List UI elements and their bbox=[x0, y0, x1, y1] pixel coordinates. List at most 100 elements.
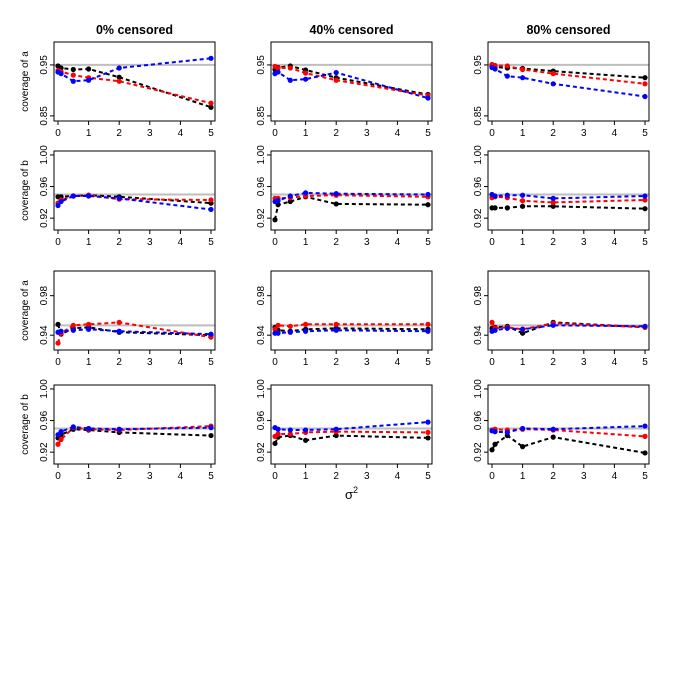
data-point bbox=[333, 191, 339, 197]
data-point bbox=[86, 321, 92, 327]
data-point bbox=[208, 55, 214, 61]
x-tick-label: 5 bbox=[642, 471, 648, 482]
data-point bbox=[520, 66, 526, 73]
y-tick-label: 0.96 bbox=[473, 410, 484, 430]
data-point bbox=[425, 419, 431, 425]
x-tick-label: 3 bbox=[364, 237, 370, 248]
data-point bbox=[303, 437, 309, 443]
data-point bbox=[70, 327, 76, 333]
panel-frame bbox=[270, 41, 433, 122]
y-tick-label: 0.92 bbox=[256, 208, 267, 228]
x-tick-label: 0 bbox=[489, 357, 495, 368]
data-point bbox=[520, 75, 526, 81]
x-tick-label: 1 bbox=[303, 128, 309, 139]
panel: 0 1 2 3 4 5 0.94 0.98 bbox=[39, 270, 216, 368]
data-point bbox=[642, 323, 648, 329]
data-point bbox=[116, 426, 122, 432]
y-tick-label: 0.95 bbox=[256, 55, 267, 75]
data-point bbox=[642, 75, 648, 81]
data-point bbox=[275, 431, 281, 437]
x-tick-label: 2 bbox=[550, 471, 556, 482]
data-point bbox=[272, 440, 278, 447]
data-point bbox=[504, 63, 510, 69]
x-tick-label: 2 bbox=[116, 471, 122, 482]
y-tick-label: 1.00 bbox=[39, 145, 50, 165]
panel-frame bbox=[53, 150, 216, 231]
x-tick-label: 4 bbox=[395, 237, 401, 248]
y-tick-label: 1.00 bbox=[39, 379, 50, 399]
x-tick-label: 5 bbox=[642, 357, 648, 368]
x-tick-label: 0 bbox=[272, 357, 278, 368]
y-tick-label: 0.92 bbox=[39, 442, 50, 462]
data-point bbox=[86, 193, 92, 199]
data-point bbox=[333, 426, 339, 432]
data-point bbox=[492, 66, 498, 72]
x-tick-label: 2 bbox=[333, 128, 339, 139]
data-point bbox=[275, 198, 281, 204]
x-tick-label: 0 bbox=[489, 237, 495, 248]
data-point bbox=[287, 77, 293, 83]
x-tick-label: 3 bbox=[147, 471, 153, 482]
panel-frame bbox=[487, 270, 650, 351]
x-tick-label: 1 bbox=[303, 357, 309, 368]
data-point bbox=[208, 197, 214, 203]
data-point bbox=[504, 192, 510, 198]
panel: 0 1 2 3 4 5 0.94 0.98 bbox=[473, 270, 650, 368]
panel-frame bbox=[53, 384, 216, 465]
y-tick-label: 0.94 bbox=[473, 325, 484, 345]
x-tick-label: 4 bbox=[178, 128, 184, 139]
data-point bbox=[287, 198, 293, 205]
data-point bbox=[492, 429, 498, 435]
x-tick-label: 2 bbox=[116, 237, 122, 248]
data-point bbox=[208, 100, 214, 106]
y-tick-label: 0.85 bbox=[473, 106, 484, 126]
x-tick-label: 2 bbox=[116, 128, 122, 139]
x-tick-label: 4 bbox=[395, 128, 401, 139]
data-point bbox=[287, 65, 293, 71]
data-point bbox=[303, 76, 309, 82]
panel-frame bbox=[487, 150, 650, 231]
x-tick-label: 1 bbox=[520, 471, 526, 482]
x-tick-label: 0 bbox=[55, 128, 61, 139]
x-tick-label: 1 bbox=[520, 128, 526, 139]
data-point bbox=[55, 340, 61, 346]
row-ylabel: coverage of a bbox=[20, 280, 31, 341]
data-point bbox=[58, 436, 64, 443]
series-line bbox=[491, 321, 646, 331]
panel-grid: 0% censored 40% censored 80% censored cover… bbox=[20, 23, 650, 482]
data-point bbox=[333, 201, 339, 207]
data-point bbox=[86, 77, 92, 83]
data-point bbox=[275, 69, 281, 75]
x-tick-label: 4 bbox=[178, 471, 184, 482]
y-tick-label: 0.98 bbox=[473, 286, 484, 306]
panel-frame bbox=[270, 150, 433, 231]
data-point bbox=[425, 328, 431, 334]
data-point bbox=[70, 424, 76, 430]
data-point bbox=[303, 70, 309, 76]
x-tick-label: 1 bbox=[520, 357, 526, 368]
data-point bbox=[272, 326, 278, 332]
data-point bbox=[425, 321, 431, 327]
x-tick-label: 3 bbox=[581, 128, 587, 139]
data-point bbox=[58, 429, 64, 435]
y-tick-label: 0.92 bbox=[473, 442, 484, 462]
panel: 0 1 2 3 4 5 0.92 0.96 1.00 bbox=[256, 379, 433, 482]
x-tick-label: 4 bbox=[612, 357, 618, 368]
panel-frame bbox=[270, 270, 433, 351]
x-tick-label: 4 bbox=[612, 237, 618, 248]
data-point bbox=[272, 217, 278, 223]
data-point bbox=[303, 190, 309, 196]
data-point bbox=[333, 327, 339, 333]
data-point bbox=[492, 327, 498, 333]
x-tick-label: 5 bbox=[425, 237, 431, 248]
x-tick-label: 5 bbox=[208, 471, 214, 482]
x-tick-label: 3 bbox=[147, 357, 153, 368]
data-point bbox=[642, 423, 648, 429]
data-point bbox=[116, 65, 122, 71]
data-point bbox=[58, 328, 64, 334]
x-tick-label: 0 bbox=[272, 471, 278, 482]
x-tick-label: 1 bbox=[86, 237, 92, 248]
data-point bbox=[70, 193, 76, 199]
y-tick-label: 0.85 bbox=[256, 106, 267, 126]
data-point bbox=[550, 434, 556, 440]
